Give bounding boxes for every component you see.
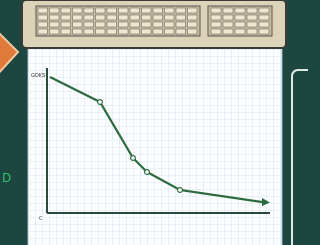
key	[119, 15, 129, 20]
axis-label: GOKS	[31, 73, 45, 79]
point-marker	[98, 100, 103, 105]
key	[61, 15, 71, 20]
key	[84, 15, 94, 20]
key	[130, 22, 140, 27]
key	[176, 29, 186, 34]
key	[235, 15, 245, 20]
key	[165, 15, 175, 20]
key	[96, 15, 106, 20]
key	[50, 8, 60, 13]
key	[176, 15, 186, 20]
grid	[28, 46, 282, 245]
point-marker	[131, 156, 136, 161]
side-glyph: D	[2, 171, 11, 185]
key	[211, 15, 221, 20]
key	[259, 29, 269, 34]
key	[247, 8, 257, 13]
key	[50, 29, 60, 34]
key	[223, 8, 233, 13]
key	[96, 22, 106, 27]
key	[38, 15, 48, 20]
key	[188, 15, 198, 20]
key	[176, 22, 186, 27]
key	[107, 29, 117, 34]
key	[73, 29, 83, 34]
key	[119, 22, 129, 27]
key	[223, 15, 233, 20]
key	[107, 15, 117, 20]
key	[165, 29, 175, 34]
key	[259, 22, 269, 27]
key	[96, 8, 106, 13]
key	[119, 8, 129, 13]
key	[107, 8, 117, 13]
key	[142, 15, 152, 20]
key	[84, 8, 94, 13]
key	[211, 8, 221, 13]
key	[247, 15, 257, 20]
key	[73, 15, 83, 20]
point-marker	[178, 188, 183, 193]
key	[107, 22, 117, 27]
key	[188, 29, 198, 34]
key	[165, 8, 175, 13]
key	[211, 22, 221, 27]
key	[61, 22, 71, 27]
key	[50, 22, 60, 27]
key	[153, 15, 163, 20]
key	[259, 15, 269, 20]
key	[142, 22, 152, 27]
key	[61, 8, 71, 13]
key	[38, 29, 48, 34]
key	[96, 29, 106, 34]
key	[38, 8, 48, 13]
origin-label: C	[39, 216, 43, 222]
key	[84, 29, 94, 34]
key	[153, 29, 163, 34]
key	[223, 22, 233, 27]
illustration: D GOKS C	[0, 0, 308, 245]
key	[188, 22, 198, 27]
keyboard	[22, 0, 286, 48]
key	[259, 8, 269, 13]
key	[38, 22, 48, 27]
key	[130, 29, 140, 34]
key	[142, 8, 152, 13]
key	[165, 22, 175, 27]
key	[73, 22, 83, 27]
key	[176, 8, 186, 13]
key	[130, 8, 140, 13]
key	[235, 29, 245, 34]
point-marker	[145, 170, 150, 175]
key	[61, 29, 71, 34]
key	[153, 8, 163, 13]
key	[211, 29, 221, 34]
key	[84, 22, 94, 27]
key	[235, 22, 245, 27]
key	[247, 22, 257, 27]
key	[142, 29, 152, 34]
key	[73, 8, 83, 13]
key	[223, 29, 233, 34]
key	[130, 15, 140, 20]
key	[235, 8, 245, 13]
key	[247, 29, 257, 34]
key	[119, 29, 129, 34]
key	[188, 8, 198, 13]
key	[153, 22, 163, 27]
key	[50, 15, 60, 20]
